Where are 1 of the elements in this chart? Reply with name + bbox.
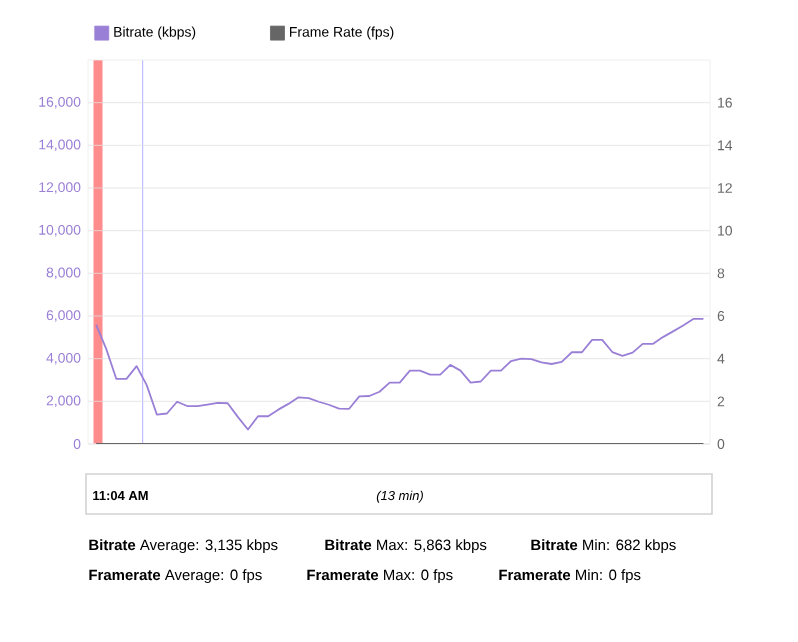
line-series (95, 318, 705, 431)
